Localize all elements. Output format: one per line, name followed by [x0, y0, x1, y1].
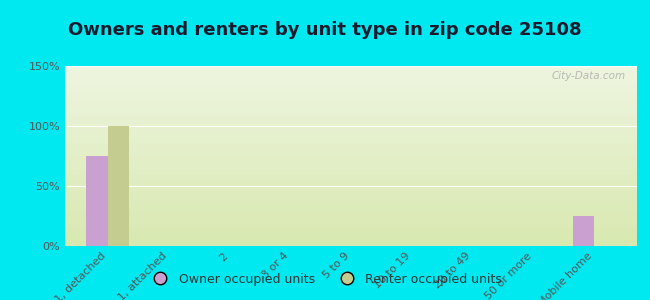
Bar [65, 174, 637, 178]
Bar [65, 142, 637, 145]
Bar [65, 73, 637, 77]
Bar [65, 210, 637, 214]
Bar [65, 242, 637, 246]
Bar [573, 216, 594, 246]
Bar [65, 170, 637, 174]
Bar [65, 84, 637, 88]
Bar [65, 66, 637, 70]
Bar [65, 214, 637, 217]
Bar [65, 109, 637, 113]
Bar [65, 206, 637, 210]
Bar [65, 224, 637, 228]
Bar [65, 145, 637, 149]
Bar [65, 188, 637, 192]
Bar [65, 124, 637, 127]
Bar [65, 98, 637, 102]
Bar [65, 70, 637, 73]
Bar [65, 232, 637, 235]
Legend: Owner occupied units, Renter occupied units: Owner occupied units, Renter occupied un… [143, 268, 507, 291]
Bar [65, 127, 637, 131]
Bar [65, 120, 637, 124]
Text: Owners and renters by unit type in zip code 25108: Owners and renters by unit type in zip c… [68, 21, 582, 39]
Bar [65, 113, 637, 116]
Bar [65, 217, 637, 221]
Bar [65, 181, 637, 185]
Bar [65, 152, 637, 156]
Bar [65, 199, 637, 203]
Bar [65, 156, 637, 160]
Bar [65, 134, 637, 138]
Bar [65, 77, 637, 80]
Bar [65, 221, 637, 224]
Bar [65, 88, 637, 91]
Bar [65, 102, 637, 106]
Bar [65, 95, 637, 98]
Bar [65, 138, 637, 142]
Bar [65, 228, 637, 232]
Bar [65, 167, 637, 170]
Bar [65, 192, 637, 196]
Bar [108, 126, 129, 246]
Bar [65, 91, 637, 95]
Bar [65, 185, 637, 188]
Bar [65, 80, 637, 84]
Bar [65, 160, 637, 163]
Text: City-Data.com: City-Data.com [551, 71, 625, 81]
Bar [65, 163, 637, 167]
Bar [65, 178, 637, 181]
Bar [65, 235, 637, 239]
Bar [65, 116, 637, 120]
Bar [65, 149, 637, 152]
Bar [65, 106, 637, 109]
Bar [65, 203, 637, 206]
Bar [65, 196, 637, 199]
Bar [86, 156, 108, 246]
Bar [65, 239, 637, 242]
Bar [65, 131, 637, 134]
